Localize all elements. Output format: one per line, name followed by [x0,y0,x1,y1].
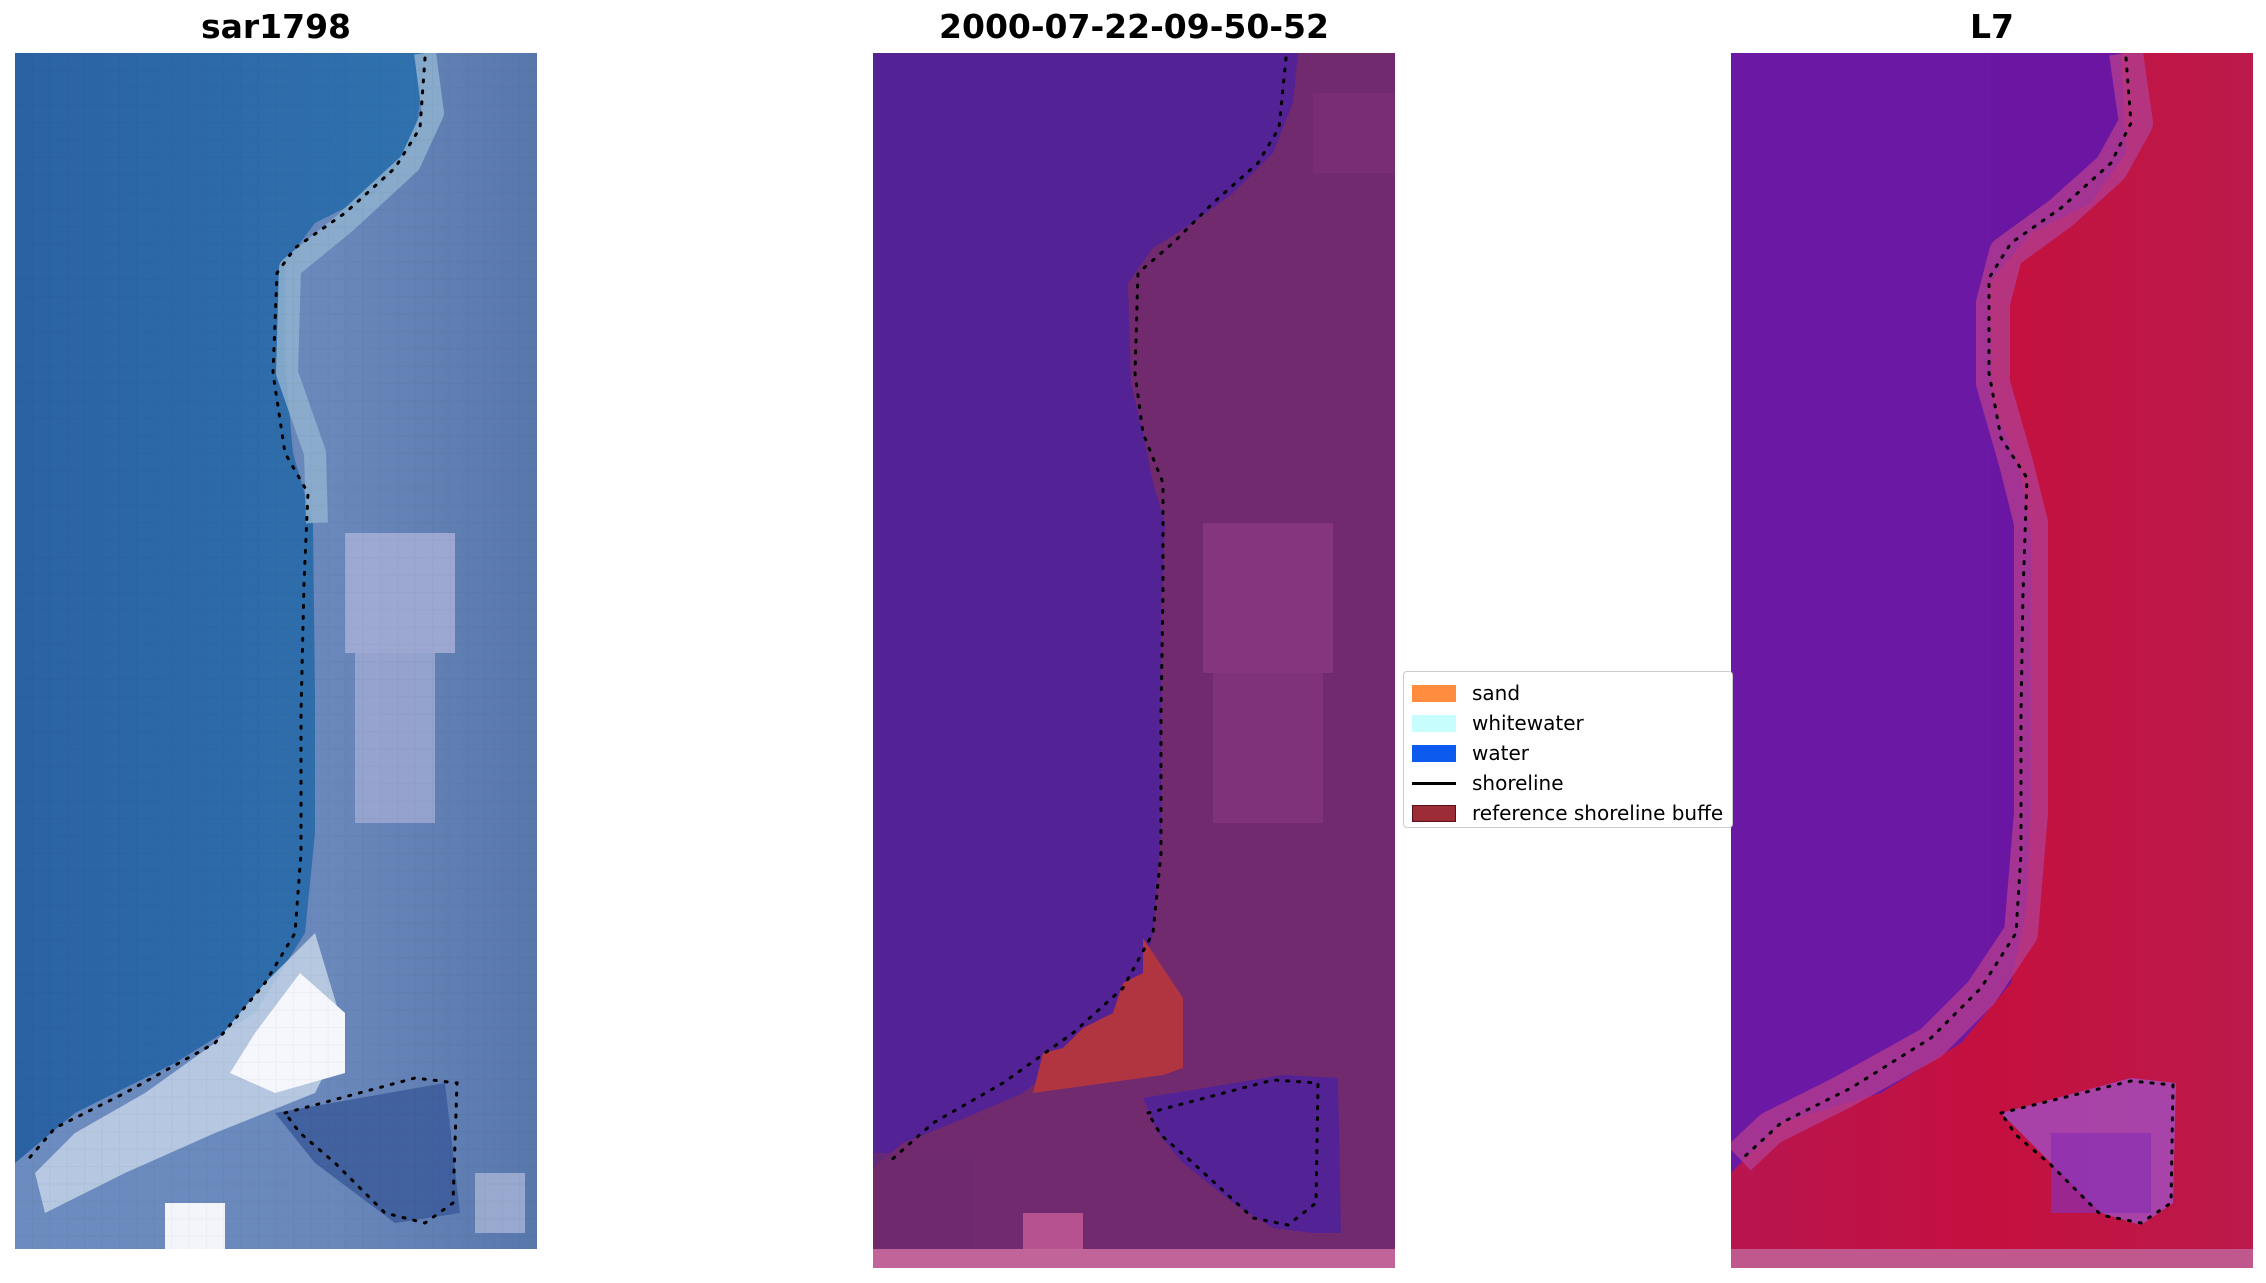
rgb-image [15,53,537,1249]
shoreline-dotted-right [1741,56,2175,1225]
legend-line-shoreline [1412,781,1456,785]
rgb-image-panel [15,53,537,1249]
legend-item-reference-buffer: reference shoreline buffe [1412,798,1724,827]
legend-label-sand: sand [1472,681,1521,705]
shoreline-dotted-middle [886,56,1320,1227]
legend-label-shoreline: shoreline [1472,771,1564,795]
index-image [1731,53,2253,1268]
classified-image-panel [873,53,1395,1268]
legend-item-sand: sand [1412,678,1520,708]
legend-item-water: water [1412,738,1529,768]
legend-item-whitewater: whitewater [1412,708,1584,738]
legend: sand whitewater water shoreline referenc… [1403,671,1733,828]
index-image-panel [1731,53,2253,1268]
shoreline-dotted-left [23,56,459,1225]
legend-label-water: water [1472,741,1529,765]
panel-title-right: L7 [1970,7,2014,46]
legend-label-reference-buffer: reference shoreline buffe [1472,801,1724,825]
legend-item-shoreline: shoreline [1412,768,1564,798]
legend-label-whitewater: whitewater [1472,711,1584,735]
legend-swatch-water [1412,744,1456,762]
classified-image [873,53,1395,1268]
panel-title-left: sar1798 [200,7,352,46]
panel-title-middle: 2000-07-22-09-50-52 [939,7,1329,46]
legend-swatch-whitewater [1412,714,1456,732]
legend-swatch-reference-buffer [1412,804,1456,822]
legend-swatch-sand [1412,684,1456,702]
